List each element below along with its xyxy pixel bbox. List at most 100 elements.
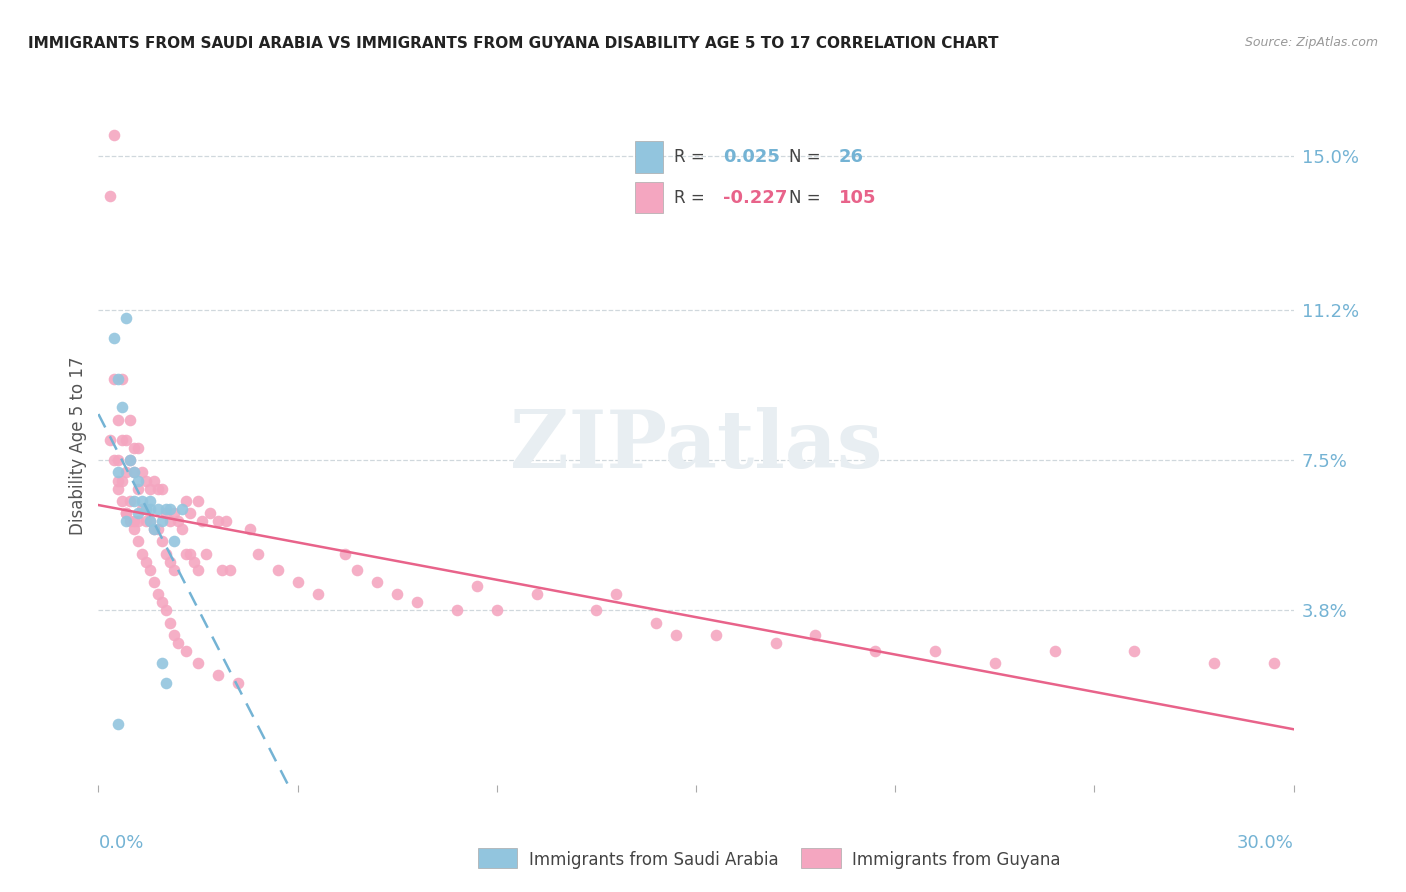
Point [107,474,129,488]
Point [135,514,157,528]
Point [150,514,173,528]
Point [107,372,129,386]
Point [239,522,262,536]
Point [107,466,129,480]
Point [198,506,221,520]
Point [865,644,887,658]
Text: N =: N = [789,188,827,207]
Point [704,628,727,642]
Text: N =: N = [789,148,827,166]
Point [103,372,125,386]
Point [115,506,138,520]
Point [1043,644,1066,658]
Point [155,676,177,690]
Point [124,514,146,528]
Point [335,547,357,561]
Point [1202,656,1225,670]
Point [107,717,129,731]
Point [131,466,153,480]
Point [605,587,627,601]
Point [155,502,177,516]
Text: 26: 26 [838,148,863,166]
Point [111,401,134,415]
Point [174,644,197,658]
Point [163,563,186,577]
Text: R =: R = [673,188,710,207]
Point [984,656,1007,670]
Point [167,636,190,650]
Point [172,522,194,536]
Point [159,615,181,630]
Point [211,563,233,577]
Point [191,514,214,528]
Point [163,506,186,520]
Point [115,466,138,480]
Point [465,579,488,593]
Point [346,563,368,577]
Point [150,595,173,609]
Point [143,474,166,488]
Point [1123,644,1146,658]
Point [167,514,190,528]
Point [446,603,468,617]
Point [98,189,122,203]
Point [179,547,201,561]
Point [127,482,149,496]
Point [124,466,146,480]
Point [150,482,173,496]
Point [307,587,329,601]
Point [98,433,122,447]
Point [131,493,153,508]
Point [131,502,153,516]
Point [148,587,170,601]
Point [148,502,170,516]
Point [135,555,157,569]
Point [127,514,149,528]
Point [924,644,946,658]
Point [120,514,142,528]
Point [195,547,218,561]
Point [143,522,166,536]
Point [103,453,125,467]
Point [143,574,166,589]
Point [183,555,205,569]
Point [226,676,249,690]
Point [155,603,177,617]
Text: 105: 105 [838,188,876,207]
Point [385,587,409,601]
Point [107,453,129,467]
Point [139,482,162,496]
Point [143,522,166,536]
Point [406,595,429,609]
Text: Immigrants from Guyana: Immigrants from Guyana [852,851,1060,869]
Text: 0.0%: 0.0% [98,834,143,852]
Point [120,453,142,467]
Point [135,474,157,488]
Point [267,563,290,577]
Point [139,493,162,508]
Point [103,128,125,143]
Point [103,331,125,345]
Point [485,603,508,617]
Point [111,433,134,447]
Point [120,412,142,426]
Point [150,534,173,549]
Point [127,534,149,549]
Point [150,656,173,670]
Point [107,412,129,426]
Point [163,534,186,549]
Point [215,514,238,528]
Point [526,587,548,601]
Point [187,493,209,508]
Point [124,493,146,508]
Point [115,433,138,447]
Point [174,493,197,508]
Point [127,506,149,520]
Point [139,514,162,528]
Text: ZIPatlas: ZIPatlas [510,407,882,485]
Point [107,482,129,496]
Point [207,514,229,528]
Point [159,514,181,528]
Point [174,547,197,561]
Text: 30.0%: 30.0% [1237,834,1294,852]
